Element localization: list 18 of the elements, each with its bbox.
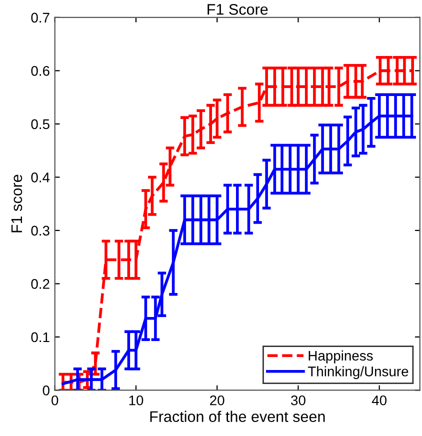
y-tick-label: 0.6 [31,66,50,76]
x-tick-label: 0 [52,395,58,406]
x-tick-label: 20 [210,395,224,406]
y-axis-title: F1 score [11,174,22,232]
y-tick-label: 0.1 [31,332,50,342]
chart-title: F1 Score [208,4,268,15]
y-tick-label: 0.3 [31,226,50,236]
legend-label: Happiness [308,350,373,364]
x-tick-label: 30 [291,395,306,406]
y-tick-label: 0.2 [31,279,50,289]
y-tick-label: 0.5 [31,119,50,130]
legend-label: Thinking/Unsure [308,366,408,380]
y-tick-label: 0.4 [31,172,50,182]
y-tick-label: 0.7 [31,12,50,23]
x-tick-label: 40 [372,395,387,406]
x-axis-title: Fraction of the event seen [150,410,325,422]
x-tick-label: 10 [129,395,144,406]
y-tick-label: 0 [42,386,50,396]
